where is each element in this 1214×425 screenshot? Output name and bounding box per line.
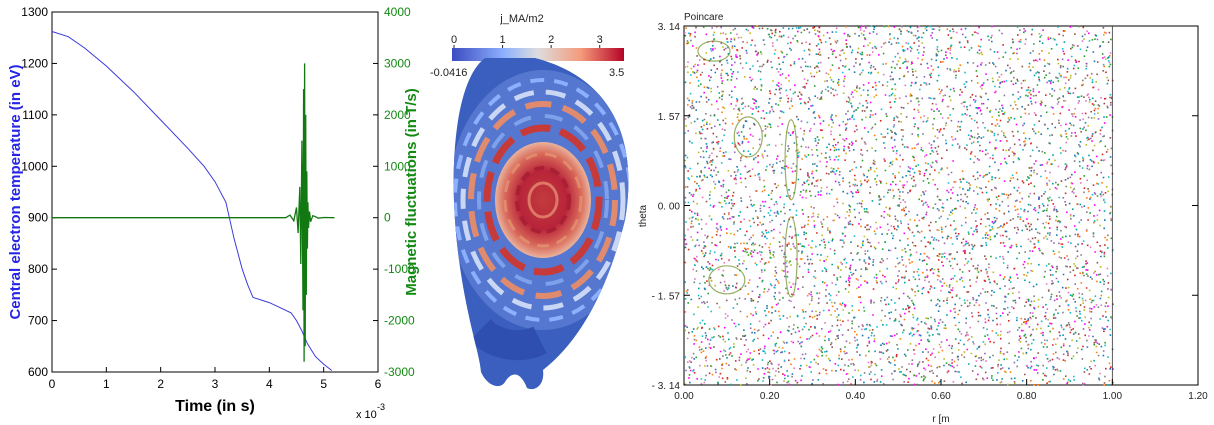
- poincare-island: [708, 265, 746, 295]
- poincare-xlabel: r [m: [932, 414, 949, 425]
- poincare-y-tick-label: 1. 57: [658, 112, 681, 123]
- poincare-y-tick-label: - 3. 14: [652, 381, 681, 392]
- poincare-points: [684, 25, 1114, 386]
- y-right-tick-label: 4000: [384, 5, 411, 19]
- poincare-y-tick-label: 3. 14: [658, 22, 681, 33]
- x-tick-label: 2: [157, 377, 164, 391]
- y-right-tick-label: -2000: [384, 314, 415, 328]
- plasma-cross-section: [453, 58, 629, 390]
- x-tick-label: 1: [103, 377, 110, 391]
- poincare-point-group: [684, 26, 1114, 385]
- poincare-point-group: [684, 25, 1114, 384]
- colorbar: [452, 48, 624, 61]
- y-right-tick-label: 0: [384, 211, 391, 225]
- y-left-tick-label: 900: [28, 211, 48, 225]
- y-left-tick-label: 1100: [22, 108, 48, 122]
- y-right-tick-label: 3000: [384, 56, 411, 70]
- poincare-title: Poincare: [684, 12, 724, 23]
- y-right-tick-label: 1000: [384, 159, 411, 173]
- fluctuation-line: [52, 63, 335, 362]
- poincare-plot: Poincare 0.00 0.20 0.40 0.60 0.80 1.00 1.20 3. …: [638, 12, 1208, 425]
- x-tick-label: 0: [49, 377, 56, 391]
- colorbar-tick-label: 1: [500, 34, 506, 46]
- x-tick-label: 4: [266, 377, 273, 391]
- poincare-x-tick-label: 0.20: [760, 391, 780, 402]
- poincare-island: [784, 216, 798, 298]
- chart1-xlabel: Time (in s): [175, 398, 255, 415]
- y-left-tick-label: 700: [28, 314, 48, 328]
- poincare-island: [733, 116, 763, 158]
- colorbar-title: j_MA/m2: [499, 13, 543, 25]
- poincare-x-tick-label: 0.00: [674, 391, 694, 402]
- current-density-heatmap: j_MA/m2 0 1 2 3 -0.0416 3.5: [430, 13, 629, 390]
- y-left-tick-label: 800: [28, 262, 48, 276]
- poincare-ylabel: theta: [638, 204, 649, 227]
- chart1-x-multiplier-exp: -3: [377, 402, 385, 412]
- poincare-x-tick-label: 0.40: [846, 391, 866, 402]
- temperature-line: [51, 31, 333, 371]
- poincare-island: [697, 40, 731, 62]
- y-left-tick-label: 600: [28, 365, 48, 379]
- poincare-point-group: [684, 25, 1114, 384]
- poincare-point-group: [688, 25, 1112, 386]
- colorbar-min-label: -0.0416: [430, 67, 467, 79]
- chart1-x-multiplier: x 10: [356, 409, 377, 421]
- y-left-tick-label: 1000: [21, 159, 48, 173]
- y-right-tick-label: 2000: [384, 108, 411, 122]
- poincare-point-group: [684, 26, 1110, 386]
- poincare-point-group: [684, 25, 1112, 386]
- poincare-point-group: [684, 25, 1114, 385]
- colorbar-max-label: 3.5: [609, 67, 624, 79]
- poincare-y-tick-label: 0. 00: [658, 202, 681, 213]
- poincare-x-tick-label: 0.60: [931, 391, 951, 402]
- chart1-ylabel-left: Central electron temperature (in eV): [7, 64, 24, 319]
- x-tick-label: 3: [212, 377, 219, 391]
- x-tick-label: 6: [375, 377, 382, 391]
- x-tick-label: 5: [320, 377, 327, 391]
- temperature-fluctuation-chart: 0 1 2 3 4 5 6 600 700 800 900 1000 1100 1200 1300 -3000…: [7, 5, 420, 421]
- y-right-tick-label: -1000: [384, 262, 415, 276]
- poincare-x-tick-label: 0.80: [1017, 391, 1037, 402]
- poincare-y-tick-label: - 1. 57: [652, 291, 681, 302]
- chart1-ylabel-right: Magnetic fluctuations (in T/s): [403, 88, 420, 296]
- colorbar-tick-label: 3: [597, 34, 603, 46]
- y-left-tick-label: 1300: [21, 5, 48, 19]
- y-left-tick-label: 1200: [21, 56, 48, 70]
- colorbar-tick-label: 2: [548, 34, 554, 46]
- y-right-tick-label: -3000: [384, 365, 415, 379]
- poincare-x-tick-label: 1.20: [1188, 391, 1208, 402]
- poincare-point-group: [684, 25, 1114, 386]
- chart1-plot-area: [51, 11, 379, 373]
- poincare-point-group: [684, 27, 1114, 385]
- poincare-x-tick-label: 1.00: [1103, 391, 1123, 402]
- colorbar-tick-label: 0: [451, 34, 457, 46]
- poincare-island: [784, 119, 798, 201]
